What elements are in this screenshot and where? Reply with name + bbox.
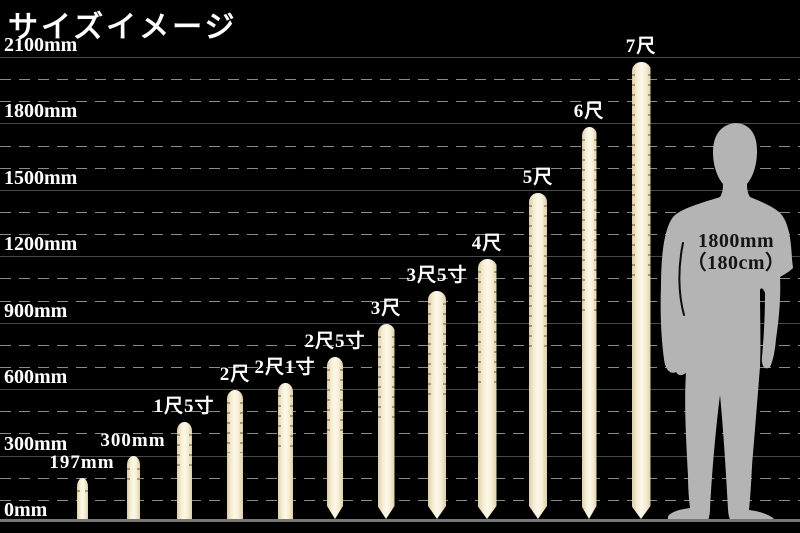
gridline-minor [0,367,800,368]
gridline-minor [0,478,800,479]
stake-label: 7尺 [625,36,657,57]
stake-notches-left [529,205,532,349]
stake-notches-left [227,402,230,453]
axis-tick-label: 1200mm [4,233,78,255]
stake-bar [529,193,547,519]
stake-notches-right [84,490,88,499]
gridline-minor [0,301,800,302]
stake-notches-left [126,468,130,488]
stake-label: 6尺 [573,101,605,122]
stake-label: 2尺 [219,364,251,385]
stake-label: 3尺5寸 [406,265,468,286]
stake-label: 5尺 [522,167,554,188]
gridline-minor [0,411,800,412]
axis-tick-label: 900mm [4,300,68,322]
stake-notches-right [188,434,192,470]
person-silhouette [660,123,793,522]
axis-tick-label: 1800mm [4,100,78,122]
stake-notches-left [632,74,635,281]
stake-bar [126,456,140,521]
gridline-major [0,456,800,457]
stake-notches-right [648,74,651,281]
person-height-mm: 1800mm [697,230,775,252]
stake-notches-left [176,434,180,470]
person-height-cm: （180cm） [686,252,786,274]
page-title: サイズイメージ [8,11,238,44]
stake-bar [277,383,293,521]
gridline-major [0,123,800,124]
stake-notches-right [392,336,395,418]
stake-notches-left [277,395,281,450]
stake-bar [76,478,88,521]
stake-notches-left [428,303,431,400]
stake-notches-left [327,369,330,435]
gridline-major [0,57,800,58]
stake-notches-left [478,271,481,384]
gridline-minor [0,79,800,80]
stake-notches-left [378,336,381,418]
gridline-minor [0,212,800,213]
gridline-minor [0,345,800,346]
stake-notches-right [494,271,497,384]
gridline-minor [0,101,800,102]
stake-bar [478,259,497,519]
person-body-shape [660,123,793,522]
stake-label: 1尺5寸 [153,396,215,417]
stake-notches-left [582,139,585,315]
axis-baseline [0,519,800,522]
axis-tick-label: 1500mm [4,167,78,189]
stake-label: 3尺 [370,298,402,319]
gridline-minor [0,433,800,434]
gridline-minor [0,234,800,235]
gridline-major [0,323,800,324]
stake-notches-right [240,402,243,453]
gridline-major [0,389,800,390]
stake-bar [632,62,651,519]
person-height-label: 1800mm （180cm） [672,230,800,274]
stake-bar [176,422,192,521]
stake-label: 4尺 [471,233,503,254]
stake-notches-right [443,303,446,400]
gridline-major [0,256,800,257]
axis-tick-label: 300mm [4,433,68,455]
stake-notches-right [136,468,140,488]
axis-tick-label: 600mm [4,366,68,388]
axis-tick-label: 0mm [4,499,48,521]
stake-bar [378,324,395,519]
arm-crease-line [678,242,685,316]
gridline-minor [0,500,800,501]
stake-notches-left [76,490,80,499]
gridline-minor [0,168,800,169]
axis-tick-label: 2100mm [4,34,78,56]
stake-notches-right [594,139,597,315]
stake-bar [227,390,243,521]
stake-notches-right [289,395,293,450]
stake-bar [582,127,597,519]
gridline-minor [0,278,800,279]
stake-label: 2尺1寸 [254,357,316,378]
stake-label: 300mm [100,430,166,451]
stake-notches-right [544,205,547,349]
stake-bar [327,357,343,519]
stake-label: 197mm [49,452,115,473]
stake-label: 2尺5寸 [304,331,366,352]
stake-bar [428,291,446,519]
gridline-major [0,190,800,191]
stake-notches-right [340,369,343,435]
gridline-minor [0,146,800,147]
